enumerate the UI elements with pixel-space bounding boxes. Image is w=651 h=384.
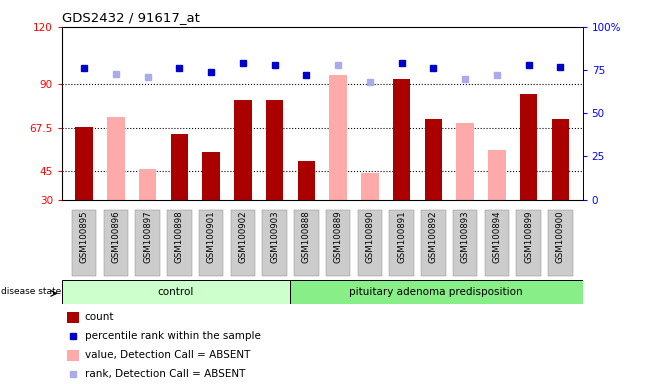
Text: GSM100899: GSM100899 <box>524 210 533 263</box>
Bar <box>266 100 283 200</box>
FancyBboxPatch shape <box>485 210 509 276</box>
Bar <box>107 117 124 200</box>
FancyBboxPatch shape <box>516 210 541 276</box>
Text: GSM100893: GSM100893 <box>461 210 469 263</box>
FancyBboxPatch shape <box>326 210 350 276</box>
Bar <box>76 127 93 200</box>
Text: GDS2432 / 91617_at: GDS2432 / 91617_at <box>62 11 200 24</box>
Text: GSM100894: GSM100894 <box>492 210 501 263</box>
FancyBboxPatch shape <box>453 210 477 276</box>
Text: GSM100895: GSM100895 <box>79 210 89 263</box>
FancyBboxPatch shape <box>294 210 318 276</box>
Bar <box>171 134 188 200</box>
Bar <box>67 350 79 361</box>
Text: GSM100891: GSM100891 <box>397 210 406 263</box>
Text: GSM100901: GSM100901 <box>206 210 215 263</box>
Text: rank, Detection Call = ABSENT: rank, Detection Call = ABSENT <box>85 369 245 379</box>
FancyBboxPatch shape <box>62 280 290 304</box>
FancyBboxPatch shape <box>290 280 583 304</box>
FancyBboxPatch shape <box>548 210 573 276</box>
Text: GSM100889: GSM100889 <box>333 210 342 263</box>
Text: percentile rank within the sample: percentile rank within the sample <box>85 331 260 341</box>
Text: GSM100890: GSM100890 <box>365 210 374 263</box>
Bar <box>329 75 347 200</box>
Text: GSM100896: GSM100896 <box>111 210 120 263</box>
Text: GSM100903: GSM100903 <box>270 210 279 263</box>
FancyBboxPatch shape <box>357 210 382 276</box>
FancyBboxPatch shape <box>199 210 223 276</box>
Bar <box>67 312 79 323</box>
Text: GSM100902: GSM100902 <box>238 210 247 263</box>
FancyBboxPatch shape <box>135 210 159 276</box>
Bar <box>234 100 251 200</box>
Text: disease state: disease state <box>1 286 61 296</box>
Bar <box>393 79 410 200</box>
Bar <box>298 161 315 200</box>
Text: GSM100888: GSM100888 <box>302 210 311 263</box>
FancyBboxPatch shape <box>167 210 191 276</box>
Text: value, Detection Call = ABSENT: value, Detection Call = ABSENT <box>85 351 250 361</box>
Text: GSM100900: GSM100900 <box>556 210 565 263</box>
Bar <box>361 173 379 200</box>
Text: pituitary adenoma predisposition: pituitary adenoma predisposition <box>350 287 523 297</box>
Bar <box>551 119 569 200</box>
FancyBboxPatch shape <box>72 210 96 276</box>
FancyBboxPatch shape <box>421 210 446 276</box>
Text: count: count <box>85 313 115 323</box>
FancyBboxPatch shape <box>230 210 255 276</box>
Bar <box>202 152 220 200</box>
Text: GSM100898: GSM100898 <box>175 210 184 263</box>
FancyBboxPatch shape <box>389 210 414 276</box>
Bar <box>139 169 156 200</box>
Text: GSM100892: GSM100892 <box>429 210 438 263</box>
Bar <box>520 94 537 200</box>
Text: control: control <box>158 287 194 297</box>
Text: GSM100897: GSM100897 <box>143 210 152 263</box>
FancyBboxPatch shape <box>104 210 128 276</box>
FancyBboxPatch shape <box>262 210 287 276</box>
Bar <box>424 119 442 200</box>
Bar <box>456 123 474 200</box>
Bar <box>488 150 506 200</box>
